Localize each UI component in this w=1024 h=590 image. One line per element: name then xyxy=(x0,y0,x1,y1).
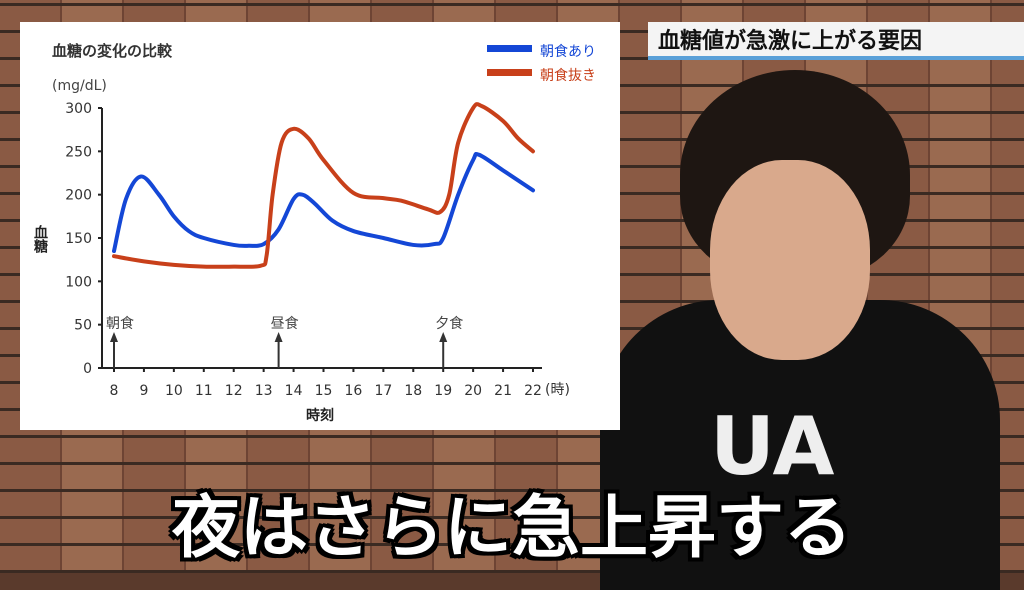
x-unit: (時) xyxy=(545,382,570,398)
y-tick-label: 150 xyxy=(65,231,92,247)
subtitle-caption: 夜はさらに急上昇する xyxy=(171,489,852,568)
meal-label: 朝食 xyxy=(106,315,134,332)
x-tick-label: 17 xyxy=(374,383,392,399)
x-tick-label: 19 xyxy=(434,383,452,399)
x-tick-label: 8 xyxy=(110,383,119,399)
y-unit: (mg/dL) xyxy=(52,78,107,94)
topic-banner: 血糖値が急激に上がる要因 xyxy=(648,22,1024,60)
shirt-logo: UA xyxy=(710,400,835,493)
y-tick-label: 250 xyxy=(65,144,92,160)
x-tick-label: 12 xyxy=(225,383,243,399)
meal-arrow-head xyxy=(110,332,118,342)
y-tick-label: 50 xyxy=(74,318,92,334)
legend-label-without-breakfast: 朝食抜き xyxy=(540,67,596,84)
x-tick-label: 15 xyxy=(315,383,333,399)
x-tick-label: 10 xyxy=(165,383,183,399)
meal-label: 昼食 xyxy=(271,315,299,332)
x-tick-label: 21 xyxy=(494,383,512,399)
meal-arrow-head xyxy=(439,332,448,342)
blood-sugar-chart: 血糖の変化の比較 (mg/dL) 血糖 時刻 (時) 朝食あり 朝食抜き 0 50… xyxy=(32,42,596,424)
meal-label: 夕食 xyxy=(435,315,463,332)
y-tick-label: 0 xyxy=(83,361,92,377)
x-tick-label: 9 xyxy=(139,383,148,399)
x-tick-label: 20 xyxy=(464,383,482,399)
x-tick-label: 11 xyxy=(195,383,213,399)
series-line-without-breakfast xyxy=(112,102,535,269)
y-axis-label: 血糖 xyxy=(32,224,48,254)
x-axis-label: 時刻 xyxy=(306,407,334,424)
series-line-with-breakfast xyxy=(112,151,535,253)
y-tick-label: 200 xyxy=(65,188,92,204)
x-tick-label: 22 xyxy=(524,383,542,399)
chart-title: 血糖の変化の比較 xyxy=(52,42,173,60)
y-tick-label: 100 xyxy=(65,274,92,290)
legend-swatch-without-breakfast xyxy=(487,69,532,76)
presenter: UA xyxy=(600,70,1000,590)
legend-swatch-with-breakfast xyxy=(487,45,532,52)
face xyxy=(710,160,870,360)
x-tick-label: 14 xyxy=(285,383,303,399)
legend-label-with-breakfast: 朝食あり xyxy=(540,43,596,60)
x-tick-label: 18 xyxy=(404,383,422,399)
y-tick-label: 300 xyxy=(65,101,92,117)
meal-arrow-head xyxy=(274,332,283,342)
x-tick-label: 13 xyxy=(255,383,273,399)
x-tick-label: 16 xyxy=(345,383,363,399)
